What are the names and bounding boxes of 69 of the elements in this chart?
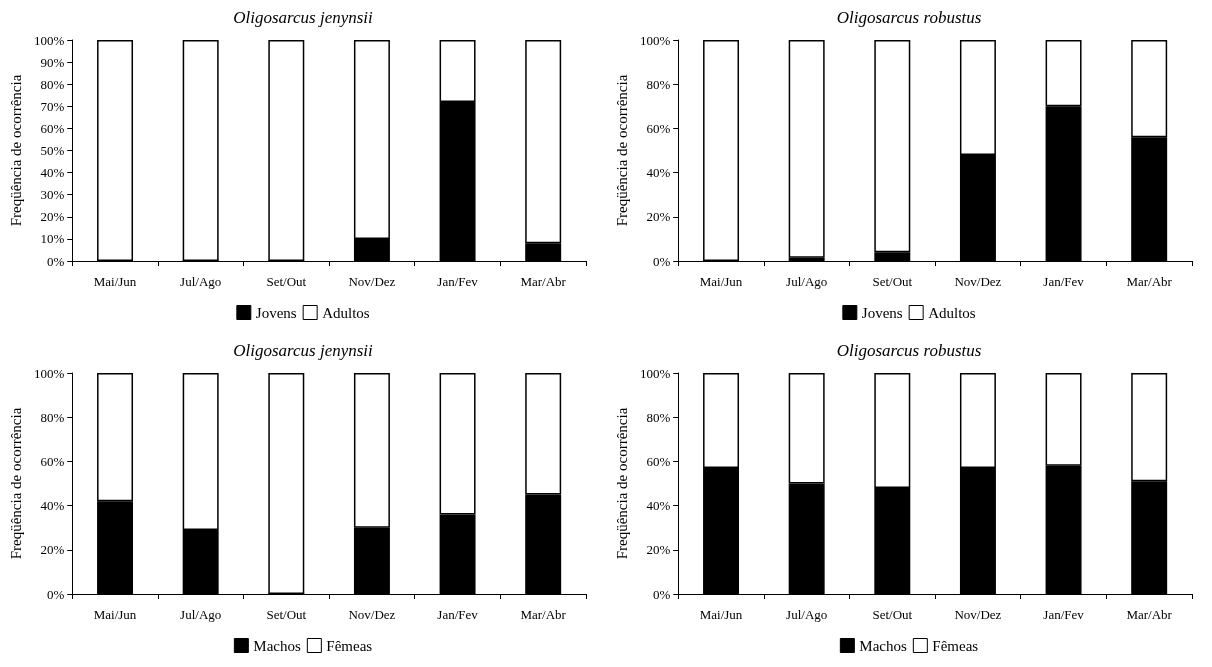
x-tick-label: Nov/Dez	[348, 607, 396, 622]
y-tick-label: 100%	[639, 32, 671, 48]
legend-label: Jovens	[255, 304, 297, 321]
y-tick-label: 70%	[40, 98, 65, 114]
x-tick-label: Set/Out	[266, 274, 307, 289]
y-axis-title: Freqüência de ocorrência	[613, 407, 630, 560]
x-tick-label: Mai/Jun	[699, 607, 743, 622]
x-tick-label: Jan/Fev	[1043, 274, 1085, 289]
x-tick-label: Jul/Ago	[786, 274, 828, 289]
y-tick-label: 0%	[46, 586, 65, 602]
y-tick-label: 0%	[46, 253, 65, 269]
x-tick-label: Mar/Abr	[520, 274, 567, 289]
y-tick-label: 10%	[40, 231, 65, 247]
chart-title: Oligosarcus jenynsii	[233, 8, 374, 27]
y-tick-label: 40%	[40, 498, 65, 514]
y-axis-title: Freqüência de ocorrência	[613, 74, 630, 227]
y-tick-label: 0%	[652, 586, 671, 602]
y-tick-label: 60%	[40, 453, 65, 469]
x-tick-label: Jan/Fev	[437, 274, 479, 289]
y-tick-label: 80%	[40, 76, 65, 92]
y-tick-label: 20%	[646, 209, 671, 225]
y-tick-label: 30%	[40, 187, 65, 203]
y-tick-label: 20%	[40, 542, 65, 558]
legend-label: Fêmeas	[326, 637, 373, 654]
y-tick-label: 20%	[40, 209, 65, 225]
x-tick-label: Mar/Abr	[1126, 274, 1173, 289]
x-tick-label: Set/Out	[266, 607, 307, 622]
y-tick-label: 50%	[40, 143, 65, 158]
legend-label: Machos	[253, 637, 301, 654]
legend-label: Fêmeas	[932, 637, 979, 654]
x-tick-label: Nov/Dez	[348, 274, 396, 289]
x-tick-label: Nov/Dez	[954, 274, 1002, 289]
y-tick-label: 100%	[639, 365, 671, 381]
y-tick-label: 0%	[652, 253, 671, 269]
y-tick-label: 80%	[40, 409, 65, 425]
legend-label: Adultos	[322, 304, 370, 321]
x-tick-label: Nov/Dez	[954, 607, 1002, 622]
chart-title: Oligosarcus jenynsii	[233, 341, 374, 360]
y-tick-label: 40%	[40, 165, 65, 181]
y-axis-title: Freqüência de ocorrência	[7, 407, 24, 560]
y-tick-label: 80%	[646, 409, 671, 425]
legend-label: Machos	[859, 637, 907, 654]
x-tick-label: Jul/Ago	[786, 607, 828, 622]
legend-label: Jovens	[861, 304, 903, 321]
x-tick-label: Jan/Fev	[437, 607, 479, 622]
y-tick-label: 40%	[646, 165, 671, 181]
x-tick-label: Set/Out	[872, 607, 913, 622]
x-tick-label: Mai/Jun	[699, 274, 743, 289]
legend-label: Adultos	[928, 304, 976, 321]
y-tick-label: 60%	[646, 453, 671, 469]
x-tick-label: Mar/Abr	[520, 607, 567, 622]
y-tick-label: 60%	[40, 120, 65, 136]
x-tick-label: Mai/Jun	[93, 607, 137, 622]
chart-title: Oligosarcus robustus	[836, 8, 982, 27]
y-tick-label: 60%	[646, 120, 671, 136]
x-tick-label: Jul/Ago	[180, 607, 222, 622]
chart-title: Oligosarcus robustus	[836, 341, 982, 360]
y-tick-label: 80%	[646, 76, 671, 92]
x-tick-label: Set/Out	[872, 274, 913, 289]
y-tick-label: 90%	[40, 54, 65, 70]
x-tick-label: Jul/Ago	[180, 274, 222, 289]
y-tick-label: 40%	[646, 498, 671, 514]
y-axis-title: Freqüência de ocorrência	[7, 74, 24, 227]
y-tick-label: 20%	[646, 542, 671, 558]
x-tick-label: Mar/Abr	[1126, 607, 1173, 622]
x-tick-label: Mai/Jun	[93, 274, 137, 289]
y-tick-label: 100%	[33, 365, 65, 381]
x-tick-label: Jan/Fev	[1043, 607, 1085, 622]
y-tick-label: 100%	[33, 32, 65, 48]
